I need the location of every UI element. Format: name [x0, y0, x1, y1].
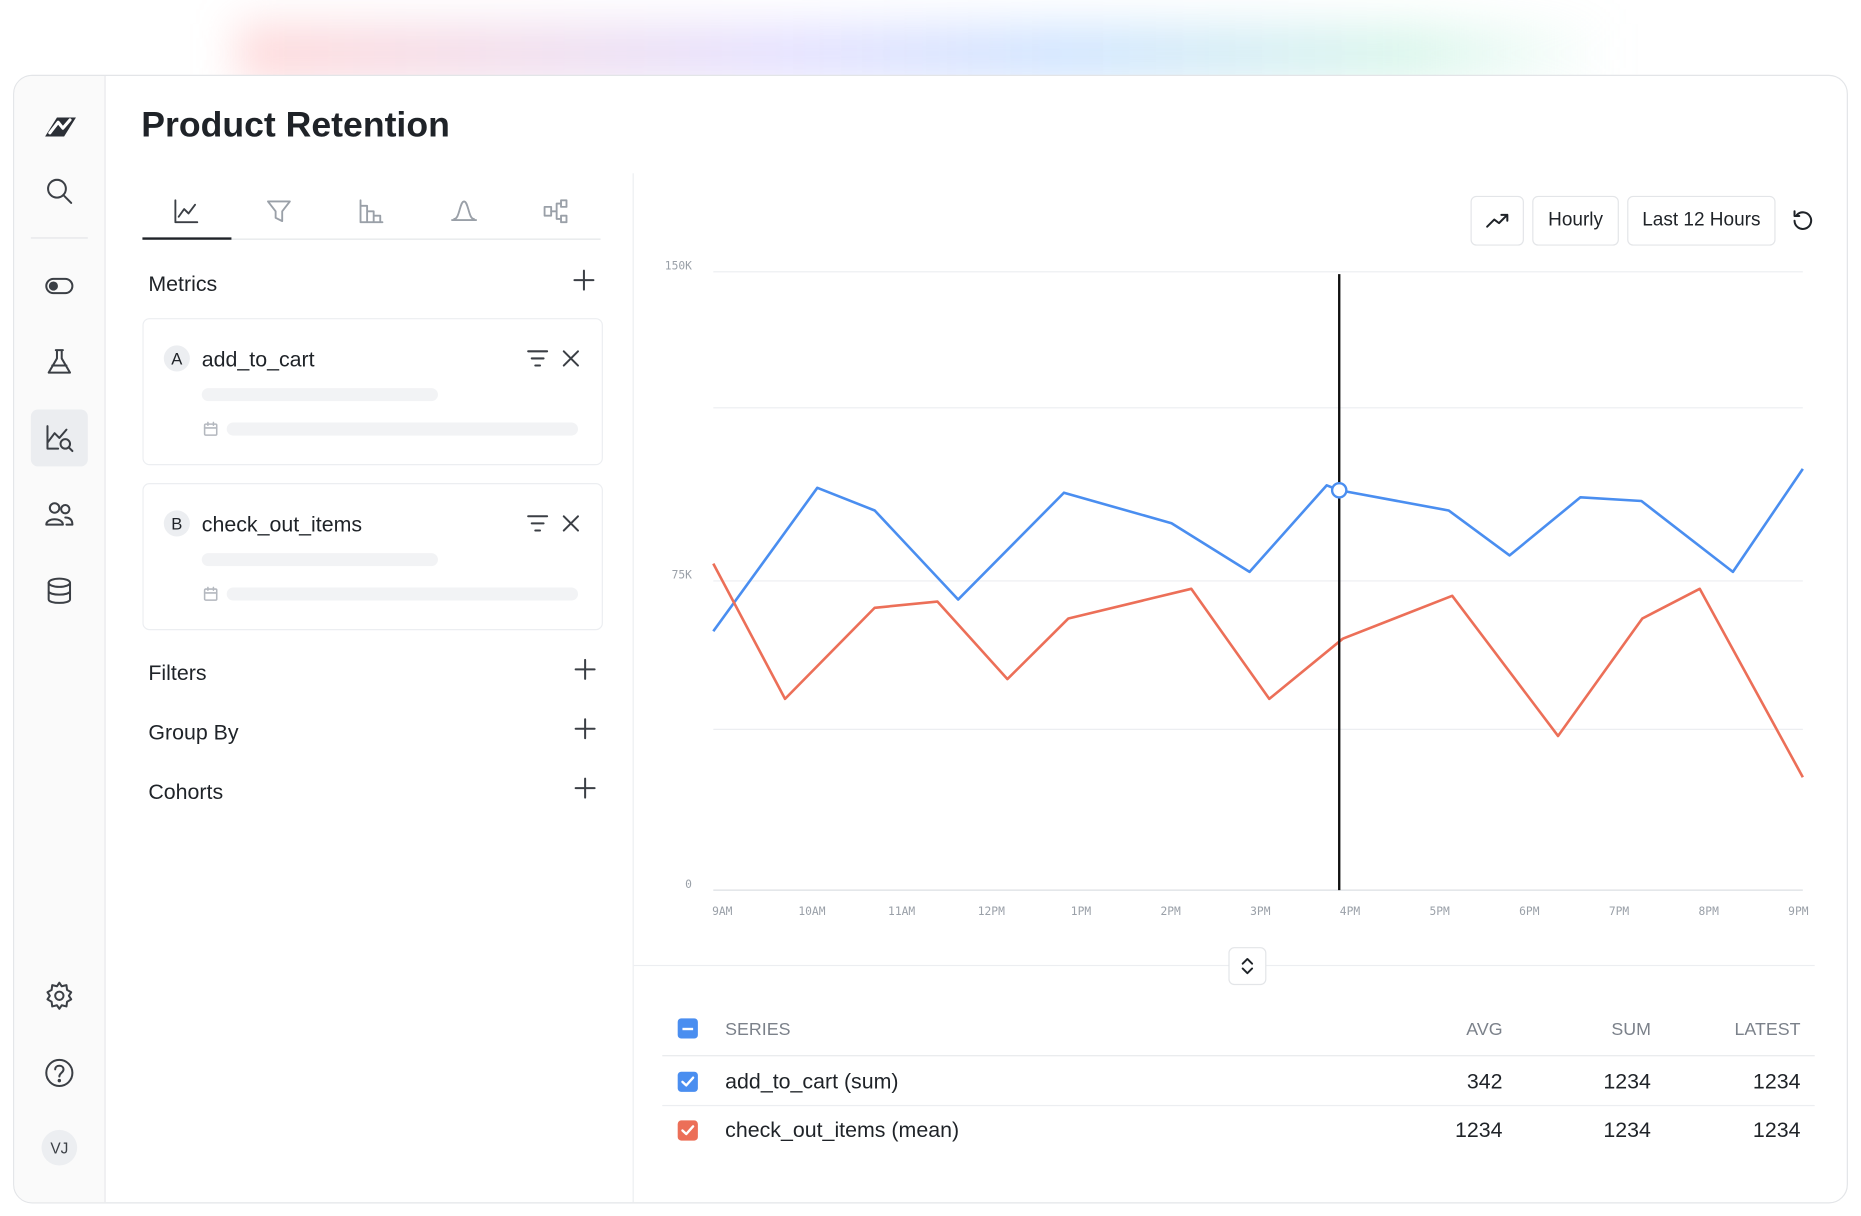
sidebar-divider [30, 237, 88, 239]
column-header: AVG [1466, 1019, 1503, 1040]
metrics-label: Metrics [148, 271, 218, 296]
help-icon[interactable] [44, 1057, 75, 1088]
chart-type-button[interactable] [1470, 195, 1524, 246]
database-icon[interactable] [44, 576, 75, 607]
section-label: Filters [148, 661, 207, 685]
series-name: add_to_cart (sum) [725, 1069, 899, 1094]
interval-button[interactable]: Hourly [1532, 195, 1619, 246]
explore-icon[interactable] [44, 423, 75, 454]
add-section[interactable] [572, 656, 598, 682]
refresh-icon[interactable] [1790, 208, 1816, 234]
add-section[interactable] [572, 716, 598, 742]
section-label: Group By [148, 720, 239, 745]
row-checkbox[interactable] [677, 1120, 698, 1141]
range-button[interactable]: Last 12 Hours [1627, 195, 1776, 246]
search-icon[interactable] [44, 176, 75, 207]
sidebar: VJ [14, 75, 106, 1203]
settings-icon[interactable] [44, 980, 75, 1011]
add-metric[interactable] [571, 267, 597, 293]
toggle-icon[interactable] [44, 271, 75, 302]
row-checkbox[interactable] [677, 1071, 698, 1092]
series-name: check_out_items (mean) [725, 1118, 960, 1142]
calendar-icon[interactable] [203, 586, 218, 601]
avatar[interactable]: VJ [41, 1129, 78, 1166]
users-icon[interactable] [44, 498, 75, 529]
tab-active-underline [142, 237, 232, 240]
metric-name: check_out_items [201, 512, 363, 537]
row-divider [662, 1104, 1815, 1107]
column-header: LATEST [1734, 1019, 1801, 1040]
tab-line-icon[interactable] [172, 197, 200, 225]
tab-distribution-icon[interactable] [450, 197, 478, 225]
cell-value: 1234 [1752, 1118, 1801, 1142]
skeleton-bar [226, 422, 579, 436]
cell-value: 1234 [1603, 1118, 1651, 1142]
column-header: SERIES [725, 1019, 791, 1040]
flask-icon[interactable] [44, 347, 75, 378]
table-divider [633, 964, 1815, 967]
skeleton-bar [226, 587, 579, 601]
metric-filter-icon[interactable] [525, 510, 551, 536]
metric-remove-icon[interactable] [558, 345, 584, 371]
metric-letter: B [163, 510, 190, 537]
panel-divider [632, 173, 634, 1203]
cell-value: 1234 [1752, 1069, 1801, 1094]
header-glow [237, 23, 1615, 84]
metric-filter-icon[interactable] [525, 345, 551, 371]
metric-letter: A [163, 345, 190, 372]
row-divider [662, 1055, 1815, 1057]
skeleton-bar [201, 388, 438, 402]
cell-value: 342 [1466, 1069, 1503, 1094]
skeleton-bar [201, 553, 438, 567]
section-label: Cohorts [148, 779, 224, 804]
tab-funnel-icon[interactable] [265, 197, 293, 225]
cell-value: 1234 [1455, 1118, 1503, 1142]
metric-remove-icon[interactable] [558, 510, 584, 536]
page-title: Product Retention [141, 105, 450, 145]
tab-flow-icon[interactable] [542, 197, 570, 225]
select-all-checkbox[interactable] [677, 1018, 698, 1039]
collapse-button[interactable] [1228, 947, 1267, 986]
calendar-icon[interactable] [203, 421, 218, 436]
logo[interactable] [43, 110, 79, 143]
metric-name: add_to_cart [201, 347, 315, 372]
cell-value: 1234 [1603, 1069, 1651, 1094]
tab-bars-icon[interactable] [357, 197, 385, 225]
add-section[interactable] [572, 775, 598, 801]
column-header: SUM [1611, 1019, 1651, 1040]
tab-divider [142, 238, 601, 240]
